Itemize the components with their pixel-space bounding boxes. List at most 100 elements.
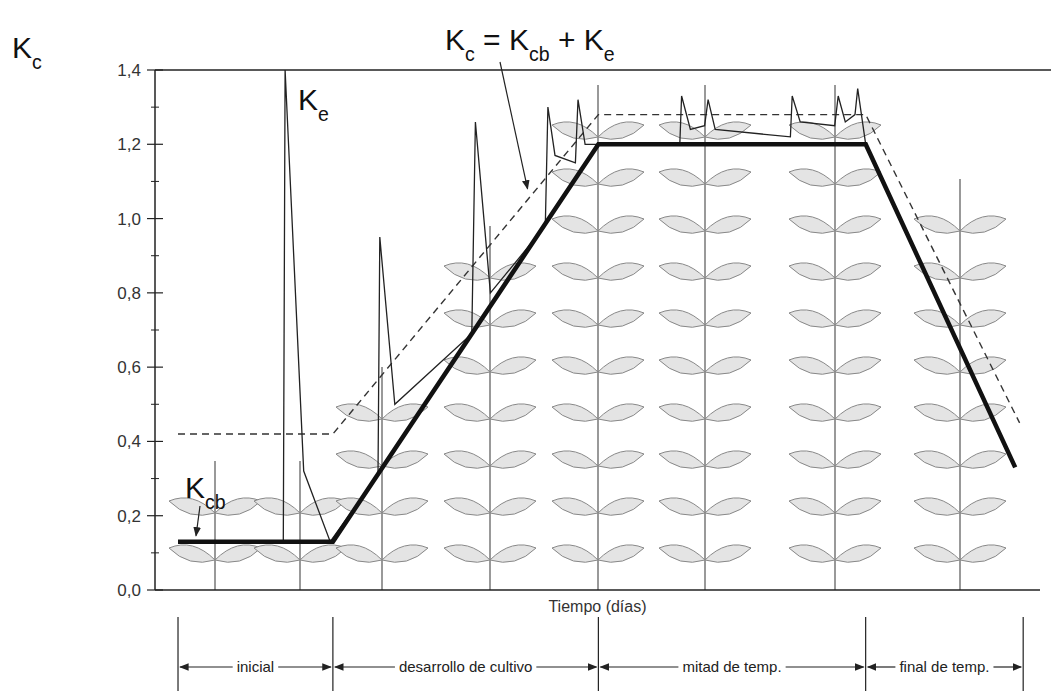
plant-leaf bbox=[659, 357, 705, 374]
plant-leaf bbox=[382, 498, 428, 515]
plant-stem bbox=[381, 367, 383, 590]
stage-arrow bbox=[868, 666, 896, 667]
plant-leaf bbox=[960, 451, 1006, 468]
stage-arrow bbox=[993, 666, 1021, 667]
plant-leaf bbox=[598, 451, 644, 468]
plant-stem bbox=[959, 179, 961, 590]
stage-boundary bbox=[865, 617, 866, 691]
plant-leaf bbox=[444, 498, 490, 515]
plant-leaf bbox=[336, 545, 382, 562]
series-line bbox=[178, 115, 1020, 434]
y-tick-label: 0,6 bbox=[117, 358, 141, 377]
plant-leaf bbox=[789, 169, 835, 186]
plant-leaf bbox=[659, 216, 705, 233]
plant-stem bbox=[597, 85, 599, 590]
chart: 0,00,20,40,60,81,01,21,4KcTiempo (días)K… bbox=[0, 0, 1051, 697]
plant-leaf bbox=[914, 545, 960, 562]
y-tick-label: 1,0 bbox=[117, 210, 141, 229]
stage-boundary bbox=[598, 617, 599, 691]
plant-leaf bbox=[552, 122, 598, 139]
stage-label: desarrollo de cultivo bbox=[399, 658, 532, 675]
plant-leaf bbox=[705, 498, 751, 515]
plant-leaf bbox=[914, 451, 960, 468]
axes: 0,00,20,40,60,81,01,21,4 bbox=[117, 61, 1051, 600]
plant-leaf bbox=[598, 169, 644, 186]
plant-leaf bbox=[789, 310, 835, 327]
plant-leaf bbox=[960, 310, 1006, 327]
plant-stem bbox=[299, 461, 301, 590]
y-tick bbox=[147, 144, 163, 145]
plant-leaf bbox=[914, 404, 960, 421]
plant-leaf bbox=[659, 310, 705, 327]
plant-leaf bbox=[835, 451, 881, 468]
label-ke: Ke bbox=[298, 83, 329, 125]
plant-leaf bbox=[789, 498, 835, 515]
y-tick bbox=[147, 218, 163, 219]
plant-stem bbox=[704, 85, 706, 590]
plant-leaf bbox=[552, 263, 598, 280]
plant-leaf bbox=[254, 498, 300, 515]
stage-arrow bbox=[600, 666, 678, 667]
y-minor-tick bbox=[151, 404, 159, 405]
plant-leaf bbox=[705, 545, 751, 562]
plant-leaf bbox=[254, 545, 300, 562]
plant-leaf bbox=[659, 498, 705, 515]
plant-leaf bbox=[552, 545, 598, 562]
y-tick bbox=[147, 589, 163, 590]
plant-leaf bbox=[598, 404, 644, 421]
plant-leaf bbox=[598, 216, 644, 233]
annotations: Kcb Ke Kc = Kcb + Ke bbox=[185, 23, 615, 536]
plant-leaf bbox=[705, 216, 751, 233]
plant-leaf bbox=[960, 263, 1006, 280]
plant-leaf bbox=[659, 263, 705, 280]
plant-leaf bbox=[552, 216, 598, 233]
stage-arrow bbox=[180, 666, 233, 667]
plant-leaf bbox=[914, 310, 960, 327]
plant-leaf bbox=[444, 263, 490, 280]
y-tick bbox=[147, 441, 163, 442]
x-axis-title: Tiempo (días) bbox=[548, 598, 646, 615]
plant-leaf bbox=[835, 216, 881, 233]
plant-leaf bbox=[960, 545, 1006, 562]
plant-leaf bbox=[490, 545, 536, 562]
plant-leaf bbox=[789, 451, 835, 468]
y-tick bbox=[147, 515, 163, 516]
stage-label: final de temp. bbox=[899, 658, 989, 675]
y-minor-tick bbox=[151, 478, 159, 479]
plant-leaf bbox=[835, 545, 881, 562]
label-kc: Kc = Kcb + Ke bbox=[445, 23, 615, 65]
series-line bbox=[178, 70, 866, 542]
y-minor-tick bbox=[151, 107, 159, 108]
plant-leaf bbox=[659, 404, 705, 421]
plant-leaf bbox=[598, 498, 644, 515]
plant-leaf bbox=[490, 404, 536, 421]
plant-leaf bbox=[789, 357, 835, 374]
y-minor-tick bbox=[151, 552, 159, 553]
plant-leaf bbox=[659, 451, 705, 468]
y-tick-label: 1,2 bbox=[117, 135, 141, 154]
label-arrow bbox=[196, 506, 200, 536]
stage-boundary bbox=[332, 617, 333, 691]
plant-leaf bbox=[835, 263, 881, 280]
plant-stem bbox=[834, 85, 836, 590]
stage-arrow bbox=[536, 666, 596, 667]
label-kcb: Kcb bbox=[185, 471, 226, 513]
y-axis-title: Kc bbox=[12, 31, 42, 73]
plant-leaf bbox=[914, 498, 960, 515]
plant-leaf bbox=[835, 404, 881, 421]
plant-leaf bbox=[705, 451, 751, 468]
series-line bbox=[178, 144, 1015, 541]
plant-leaf bbox=[490, 498, 536, 515]
y-tick-label: 1,4 bbox=[117, 61, 141, 80]
plant-leaf bbox=[835, 169, 881, 186]
plant-leaf bbox=[444, 545, 490, 562]
plant-leaf bbox=[598, 357, 644, 374]
y-tick bbox=[147, 367, 163, 368]
y-tick-label: 0,8 bbox=[117, 284, 141, 303]
x-axis-line bbox=[155, 589, 1040, 591]
plant-leaf bbox=[705, 404, 751, 421]
plant-leaf bbox=[444, 404, 490, 421]
plant-stem bbox=[214, 461, 216, 590]
plant-leaf bbox=[169, 545, 215, 562]
plant-leaf bbox=[705, 263, 751, 280]
